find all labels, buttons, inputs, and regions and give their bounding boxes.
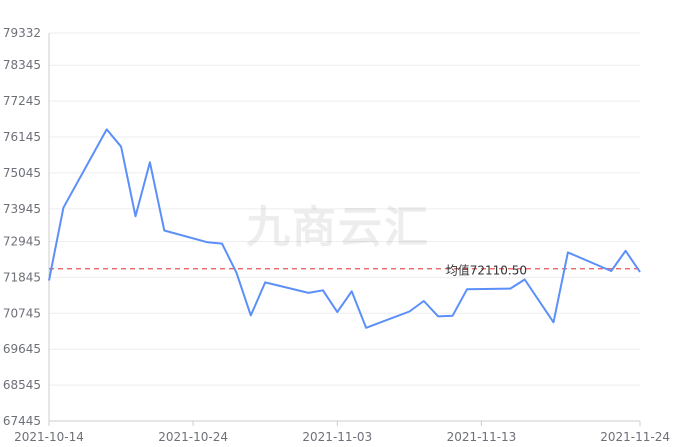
y-axis-ticks: 67445 68545 69645 70745 71845 72945 73945 75045… (3, 26, 41, 428)
y-tick-label: 68545 (3, 378, 41, 392)
series-line (48, 128, 641, 329)
series-group (48, 128, 641, 329)
x-axis-ticks: 2021-10-14 2021-10-24 2021-11-03 2021-11-13… (14, 421, 670, 444)
x-tick-label: 2021-11-24 (600, 430, 670, 444)
watermark: 九商云汇 (246, 202, 430, 253)
x-tick-label: 2021-11-03 (302, 430, 372, 444)
y-tick-label: 72945 (3, 234, 41, 248)
y-tick-label: 79332 (3, 26, 41, 40)
x-tick-label: 2021-10-24 (158, 430, 228, 444)
y-tick-label: 76145 (3, 130, 41, 144)
y-tick-label: 69645 (3, 342, 41, 356)
y-tick-label: 73945 (3, 202, 41, 216)
axes (48, 33, 640, 422)
y-tick-label: 71845 (3, 270, 41, 284)
y-tick-label: 75045 (3, 166, 41, 180)
y-tick-label: 77245 (3, 94, 41, 108)
average-line-group: 均值72110.50 (49, 263, 640, 278)
y-tick-label: 70745 (3, 306, 41, 320)
average-label: 均值72110.50 (446, 263, 527, 278)
y-tick-label: 67445 (3, 414, 41, 428)
x-tick-label: 2021-10-14 (14, 430, 84, 444)
grid-lines (49, 32, 640, 422)
y-tick-label: 78345 (3, 58, 41, 72)
x-tick-label: 2021-11-13 (447, 430, 517, 444)
